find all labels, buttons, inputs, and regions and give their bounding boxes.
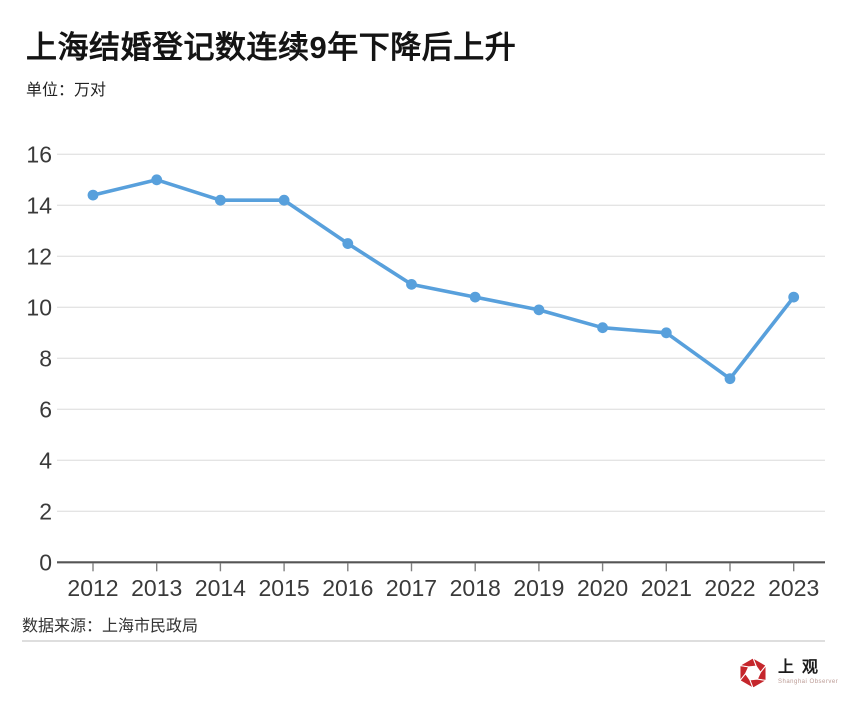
data-line (91, 178, 796, 381)
x-axis-label: 2017 (386, 575, 437, 601)
data-point-2017 (406, 278, 417, 290)
x-axis-label: 2023 (768, 575, 819, 601)
data-point-2015 (278, 194, 290, 206)
data-point-2020 (597, 322, 608, 334)
unit-label: 单位：万对 (26, 82, 107, 99)
y-axis-label: 12 (26, 243, 52, 269)
chart-title: 上海结婚登记数连续9年下降后上升 (26, 30, 517, 65)
x-axis-label: 2020 (577, 575, 628, 601)
line-chart: 0 2 4 6 8 10 12 14 16 2012 2013 2014 2015 2016 2017 201… (26, 141, 825, 601)
logo-name: 上观 (778, 659, 827, 676)
source-note: 数据来源：上海市民政局 (22, 618, 199, 635)
data-point-2022 (724, 373, 736, 385)
x-axis-label: 2014 (195, 575, 246, 601)
data-point-2016 (342, 238, 354, 249)
x-axis-label: 2013 (131, 575, 182, 601)
y-axis-label: 6 (39, 396, 52, 422)
data-point-2019 (533, 304, 545, 316)
logo-text-block: 上观 Shanghai Observer (778, 656, 838, 685)
data-point-2013 (151, 174, 163, 186)
data-point-2021 (660, 327, 672, 339)
x-axis-label: 2021 (641, 575, 692, 601)
y-axis-label: 4 (39, 447, 52, 473)
x-axis-label: 2018 (450, 575, 501, 601)
x-axis-label: 2016 (322, 575, 373, 601)
data-point-2014 (215, 194, 226, 206)
x-axis-label: 2022 (704, 575, 755, 601)
logo-subtitle: Shanghai Observer (778, 679, 839, 686)
pinwheel-hexagon-icon (738, 656, 768, 690)
x-axis-label: 2012 (67, 575, 118, 601)
y-axis-label: 10 (26, 294, 52, 320)
data-point-2018 (469, 291, 481, 303)
x-axis-label: 2015 (259, 575, 310, 601)
footer-divider (22, 640, 825, 642)
data-point-2023 (788, 291, 800, 303)
y-axis-label: 8 (39, 345, 52, 371)
shanghai-observer-logo: 上观 Shanghai Observer (737, 656, 838, 690)
y-axis-label: 2 (39, 498, 52, 524)
data-point-2012 (87, 189, 99, 201)
y-axis-label: 0 (39, 549, 52, 575)
y-axis-label: 14 (26, 192, 52, 218)
y-axis-label: 16 (26, 141, 52, 167)
x-axis-label: 2019 (513, 575, 564, 601)
